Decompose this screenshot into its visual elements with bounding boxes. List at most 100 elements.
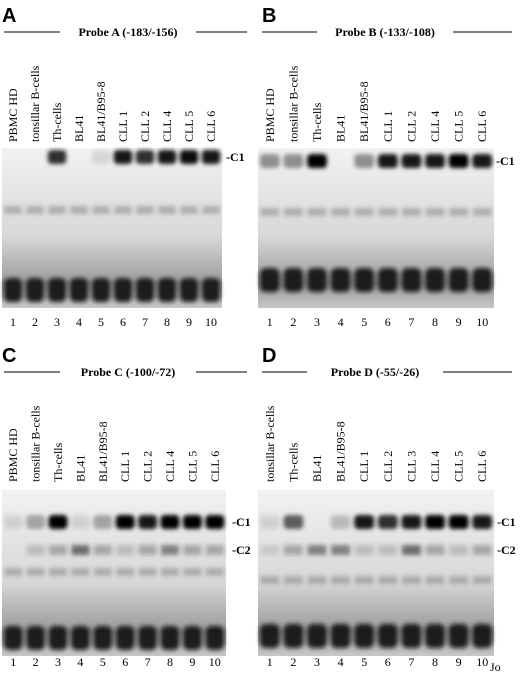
lane-number: 4 xyxy=(338,315,344,329)
mid-band xyxy=(4,206,22,214)
lane-label: CLL 1 xyxy=(381,111,395,142)
panel: C Probe C (-100/-72) PBMC HD 1 tonsillar B-c… xyxy=(2,345,251,669)
c2-band xyxy=(472,545,492,555)
lane-number: 4 xyxy=(76,315,82,329)
free-probe xyxy=(377,624,398,648)
free-probe xyxy=(354,268,375,292)
lane-number: 1 xyxy=(267,655,273,669)
free-probe xyxy=(472,268,493,292)
mid-band xyxy=(331,576,351,584)
mid-band xyxy=(307,208,327,216)
free-probe xyxy=(135,278,155,302)
lane-label: PBMC HD xyxy=(263,88,277,142)
band-label: -C1 xyxy=(496,154,515,168)
lane-label: BL41 xyxy=(73,455,87,482)
c1-band xyxy=(47,150,67,164)
c2-band xyxy=(183,545,202,555)
c2-band xyxy=(205,545,224,555)
lane-label: CLL 4 xyxy=(428,451,442,482)
mid-band xyxy=(158,206,176,214)
lane-label: CLL 1 xyxy=(116,111,130,142)
panel-letter: D xyxy=(262,345,276,367)
lane-label: CLL 6 xyxy=(475,451,489,482)
lane-number: 3 xyxy=(314,655,320,669)
free-probe xyxy=(259,268,280,292)
mid-band xyxy=(114,206,132,214)
lane-number: 7 xyxy=(142,315,148,329)
lane-label: BL41/B95-8 xyxy=(96,421,110,482)
lane-label: CLL 1 xyxy=(357,451,371,482)
lane-label: CLL 3 xyxy=(404,451,418,482)
lane-label: BL41/B95-8 xyxy=(94,81,108,142)
mid-band xyxy=(472,208,492,216)
c1-band xyxy=(259,515,280,529)
band-label: -C1 xyxy=(232,515,251,529)
c1-band xyxy=(354,154,375,168)
band-label: -C2 xyxy=(497,543,516,557)
lane-number: 6 xyxy=(122,655,128,669)
lane-number: 2 xyxy=(32,315,38,329)
lane-number: 9 xyxy=(189,655,195,669)
free-probe xyxy=(377,268,398,292)
lane-number: 1 xyxy=(10,315,16,329)
c1-band xyxy=(70,515,90,529)
c1-band xyxy=(401,515,422,529)
lane-number: 7 xyxy=(145,655,151,669)
c1-band xyxy=(377,515,398,529)
free-probe xyxy=(47,278,67,302)
lane-label: tonsillar B-cells xyxy=(263,405,277,482)
mid-band xyxy=(449,576,469,584)
c1-band xyxy=(160,515,180,529)
lane-label: CLL 2 xyxy=(141,451,155,482)
lane-number: 7 xyxy=(408,655,414,669)
mid-band xyxy=(205,568,224,576)
mid-band xyxy=(161,568,179,576)
mid-band xyxy=(283,576,303,584)
mid-band xyxy=(183,568,202,576)
mid-band xyxy=(260,576,280,584)
mid-band xyxy=(4,568,23,576)
free-probe xyxy=(113,278,133,302)
mid-band xyxy=(26,206,44,214)
lane-number: 2 xyxy=(33,655,39,669)
c2-band xyxy=(425,545,445,555)
c2-band xyxy=(307,545,327,555)
mid-band xyxy=(138,568,157,576)
lane-label: CLL 2 xyxy=(138,111,152,142)
free-probe xyxy=(259,624,280,648)
mid-band xyxy=(378,208,398,216)
mid-band xyxy=(202,206,220,214)
c1-band xyxy=(307,154,327,168)
c2-band xyxy=(71,545,90,555)
panel: D Probe D (-55/-26) tonsillar B-cells 1 Th-c… xyxy=(258,345,516,669)
free-probe xyxy=(401,624,422,648)
c1-band xyxy=(91,150,111,164)
mid-band xyxy=(401,576,421,584)
c2-band xyxy=(331,545,351,555)
c2-band xyxy=(283,545,303,555)
free-probe xyxy=(48,626,68,650)
lane-number: 1 xyxy=(267,315,273,329)
panel-letter: C xyxy=(2,345,16,367)
lane-label: BL41/B95-8 xyxy=(357,81,371,142)
lane-number: 6 xyxy=(385,655,391,669)
lane-number: 4 xyxy=(77,655,83,669)
lane-label: CLL 2 xyxy=(381,451,395,482)
free-probe xyxy=(115,626,135,650)
mid-band xyxy=(331,208,351,216)
c1-band xyxy=(283,154,304,168)
free-probe xyxy=(401,268,422,292)
gel-bands xyxy=(259,515,493,648)
mid-band xyxy=(401,208,421,216)
free-probe xyxy=(283,268,304,292)
lane-label: CLL 1 xyxy=(118,451,132,482)
panel: A Probe A (-183/-156) PBMC HD 1 tonsillar B-… xyxy=(2,5,247,329)
lane-label: PBMC HD xyxy=(6,428,20,482)
free-probe xyxy=(448,624,469,648)
lane-label: Th-cells xyxy=(50,102,64,142)
lane-label: CLL 5 xyxy=(185,451,199,482)
band-label: -C1 xyxy=(497,515,516,529)
c2-band xyxy=(26,545,45,555)
lane-number: 10 xyxy=(476,655,488,669)
c2-band xyxy=(378,545,398,555)
